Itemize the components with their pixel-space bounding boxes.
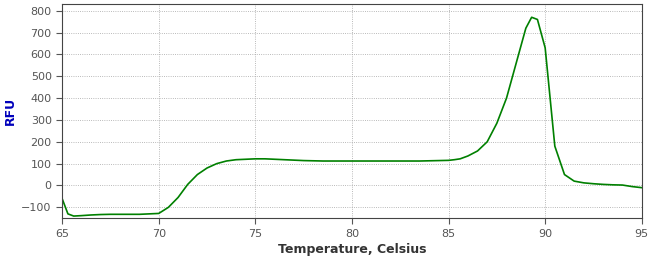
X-axis label: Temperature, Celsius: Temperature, Celsius xyxy=(278,243,426,256)
Y-axis label: RFU: RFU xyxy=(4,97,17,125)
